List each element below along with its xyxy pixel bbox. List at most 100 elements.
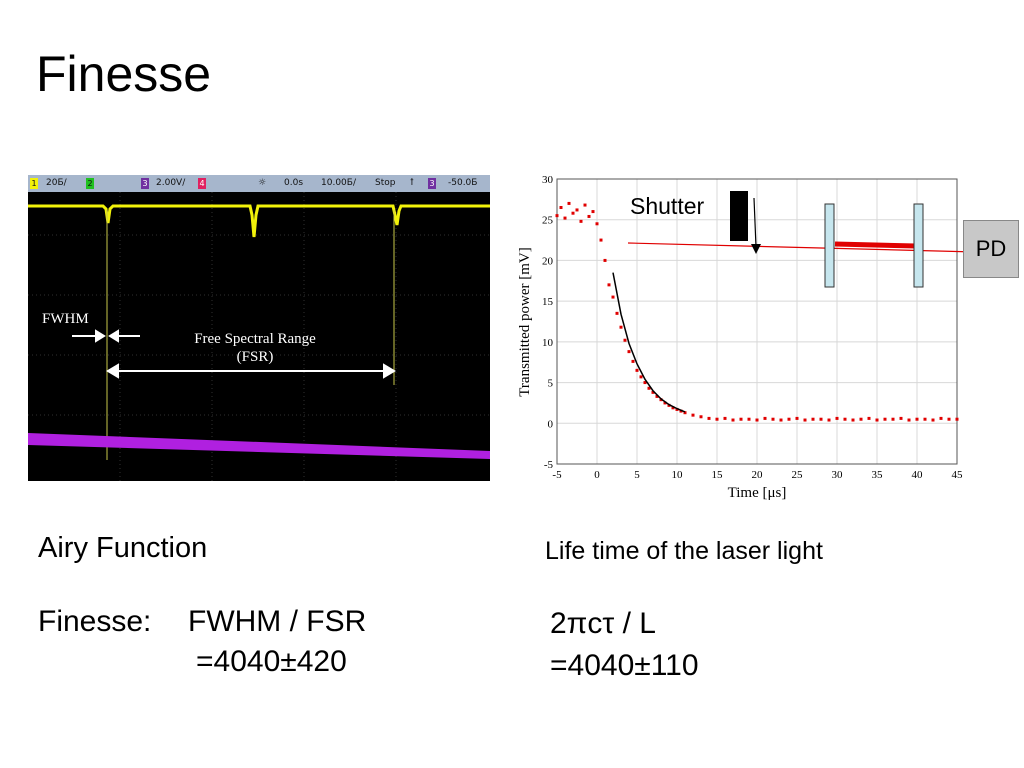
lifetime-value: =4040±110	[550, 649, 699, 682]
x-tick-label: 10	[672, 469, 684, 481]
y-tick-label: 15	[542, 296, 554, 308]
data-point	[747, 417, 751, 421]
trigger-level: -50.0Б	[448, 178, 478, 188]
photodetector-box: PD	[963, 220, 1019, 278]
data-point	[923, 417, 927, 421]
shutter-arrowhead	[751, 244, 761, 254]
data-point	[715, 417, 719, 421]
mirror-input	[824, 203, 835, 288]
data-point	[739, 417, 743, 421]
data-point	[899, 416, 903, 420]
data-point	[575, 208, 579, 212]
data-point	[699, 415, 703, 419]
x-tick-label: 35	[872, 469, 884, 481]
data-point	[595, 222, 599, 226]
x-tick-label: 40	[912, 469, 924, 481]
x-tick-label: 30	[832, 469, 844, 481]
data-point	[615, 311, 619, 315]
data-point	[619, 325, 623, 329]
data-point	[875, 418, 879, 422]
data-point	[859, 417, 863, 421]
y-tick-label: -5	[544, 459, 554, 471]
data-point	[787, 417, 791, 421]
y-tick-label: 10	[542, 337, 554, 349]
data-point	[779, 418, 783, 422]
trigger-channel: 3	[428, 178, 436, 189]
data-point	[723, 416, 727, 420]
data-point	[931, 418, 935, 422]
data-point	[611, 295, 615, 299]
ramp-trace	[28, 433, 490, 459]
trigger-icon: ☼	[258, 178, 267, 188]
data-point	[603, 258, 607, 262]
laser-beam	[627, 242, 977, 253]
data-point	[867, 416, 871, 420]
data-point	[559, 206, 563, 209]
delay-value: 0.0s	[284, 178, 304, 188]
slide-title: Finesse	[36, 46, 212, 102]
data-point	[907, 418, 911, 422]
data-point	[571, 211, 575, 215]
data-point	[555, 214, 559, 218]
data-point	[955, 417, 959, 421]
transmission-trace	[28, 204, 490, 238]
data-point	[851, 418, 855, 422]
shutter-arrow-line	[753, 197, 757, 248]
data-point	[763, 416, 767, 420]
data-point	[803, 418, 807, 422]
oscilloscope-screen: 1 20Б/ 2 3 2.00V/ 4 ☼ 0.0s 10.00Б/ Stop …	[28, 175, 490, 481]
ch1-badge: 1	[30, 178, 38, 189]
fsr-arrow	[106, 363, 396, 379]
data-point	[771, 417, 775, 421]
fwhm-arrows	[72, 329, 140, 343]
y-tick-label: 30	[542, 174, 554, 186]
data-point	[655, 394, 659, 398]
cavity-beam	[834, 241, 917, 249]
x-tick-label: 45	[952, 469, 964, 481]
data-point	[891, 417, 895, 421]
data-point	[567, 201, 571, 205]
ch3-scale: 2.00V/	[156, 178, 186, 188]
data-point	[731, 418, 735, 422]
data-point	[591, 210, 595, 214]
data-point	[915, 417, 919, 421]
lifetime-decay-chart: -5 0 5 10 15 20 25 30 35 40 45 -5 0 5 10 15 20 25 30 Time…	[517, 174, 963, 501]
data-point	[707, 416, 711, 420]
lifetime-caption: Life time of the laser light	[545, 537, 823, 565]
time-scale: 10.00Б/	[321, 178, 356, 188]
data-point	[587, 214, 591, 218]
shutter-label: Shutter	[630, 193, 705, 219]
finesse-label: Finesse:	[38, 605, 152, 638]
data-point	[827, 418, 831, 422]
data-point	[671, 406, 675, 410]
finesse-formula: FWHM / FSR	[188, 605, 367, 638]
data-point	[639, 375, 643, 379]
data-point	[843, 417, 847, 421]
scope-status-bar: 1 20Б/ 2 3 2.00V/ 4 ☼ 0.0s 10.00Б/ Stop …	[28, 175, 490, 192]
data-point	[939, 416, 943, 420]
airy-function-caption: Airy Function	[38, 532, 208, 564]
data-point	[607, 283, 611, 287]
x-axis-label: Time [μs]	[728, 485, 787, 501]
y-tick-label: 20	[542, 255, 554, 267]
x-tick-labels: -5 0 5 10 15 20 25 30 35 40 45	[552, 469, 963, 481]
data-point	[627, 350, 631, 354]
data-point	[795, 416, 799, 420]
data-point	[811, 417, 815, 421]
data-point	[623, 338, 627, 342]
finesse-value: =4040±420	[196, 645, 347, 678]
data-point	[563, 216, 567, 220]
x-tick-label: 20	[752, 469, 764, 481]
data-point	[663, 401, 667, 405]
ch2-badge: 2	[86, 178, 94, 189]
run-state: Stop	[375, 178, 396, 188]
fsr-label-line1: Free Spectral Range	[194, 331, 316, 347]
y-tick-labels: -5 0 5 10 15 20 25 30	[542, 174, 554, 471]
pd-label: PD	[975, 236, 1007, 261]
x-tick-label: 15	[712, 469, 724, 481]
data-point	[643, 381, 647, 385]
data-point	[755, 418, 759, 422]
data-point	[579, 219, 583, 223]
data-point	[947, 417, 951, 421]
data-point	[635, 368, 639, 372]
